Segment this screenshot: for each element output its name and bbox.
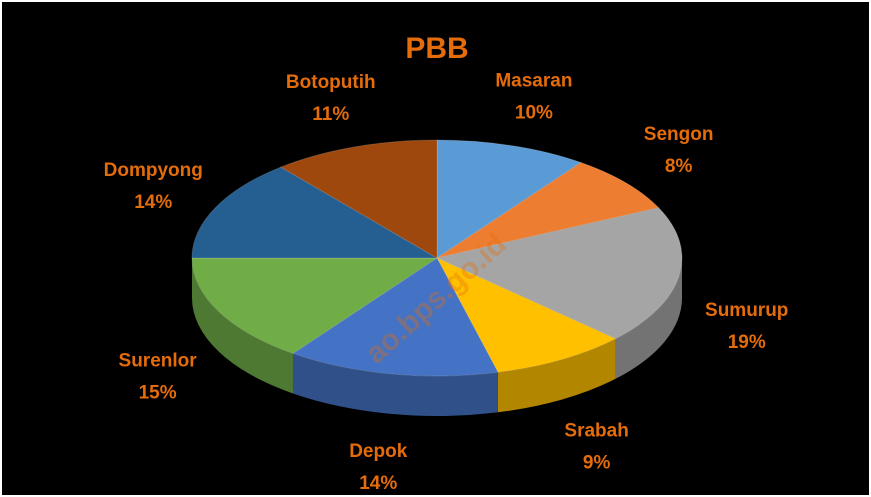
slice-label: Srabah <box>564 420 628 441</box>
slice-value-label: 14% <box>359 473 397 494</box>
pie-side <box>615 258 682 379</box>
pie-slice <box>191 166 439 259</box>
slice-label: Botoputih <box>286 72 376 93</box>
pie-slice <box>436 161 660 259</box>
slice-label: Masaran <box>495 70 572 91</box>
pie-slice <box>279 139 438 259</box>
pie-slice <box>191 257 439 355</box>
pie-slice <box>291 257 499 377</box>
slice-value-label: 14% <box>134 192 172 213</box>
pie-side <box>292 353 498 416</box>
pie-side <box>497 338 616 413</box>
slice-value-label: 8% <box>665 156 693 177</box>
slice-value-label: 15% <box>139 383 177 404</box>
slice-value-label: 9% <box>583 452 611 473</box>
slice-label: Sumurup <box>705 300 788 321</box>
chart-title: PBB <box>405 32 468 65</box>
slice-value-label: 10% <box>515 102 553 123</box>
slice-label: Depok <box>349 441 408 462</box>
slice-label: Dompyong <box>104 160 203 181</box>
pie-slice <box>435 256 617 373</box>
slice-label: Surenlor <box>119 351 198 372</box>
slice-value-label: 19% <box>728 332 766 353</box>
pie-slice <box>435 207 683 340</box>
pie-slice <box>436 139 583 259</box>
slice-label: Sengon <box>644 124 714 145</box>
pie-side <box>192 258 293 394</box>
slice-value-label: 11% <box>312 104 349 125</box>
